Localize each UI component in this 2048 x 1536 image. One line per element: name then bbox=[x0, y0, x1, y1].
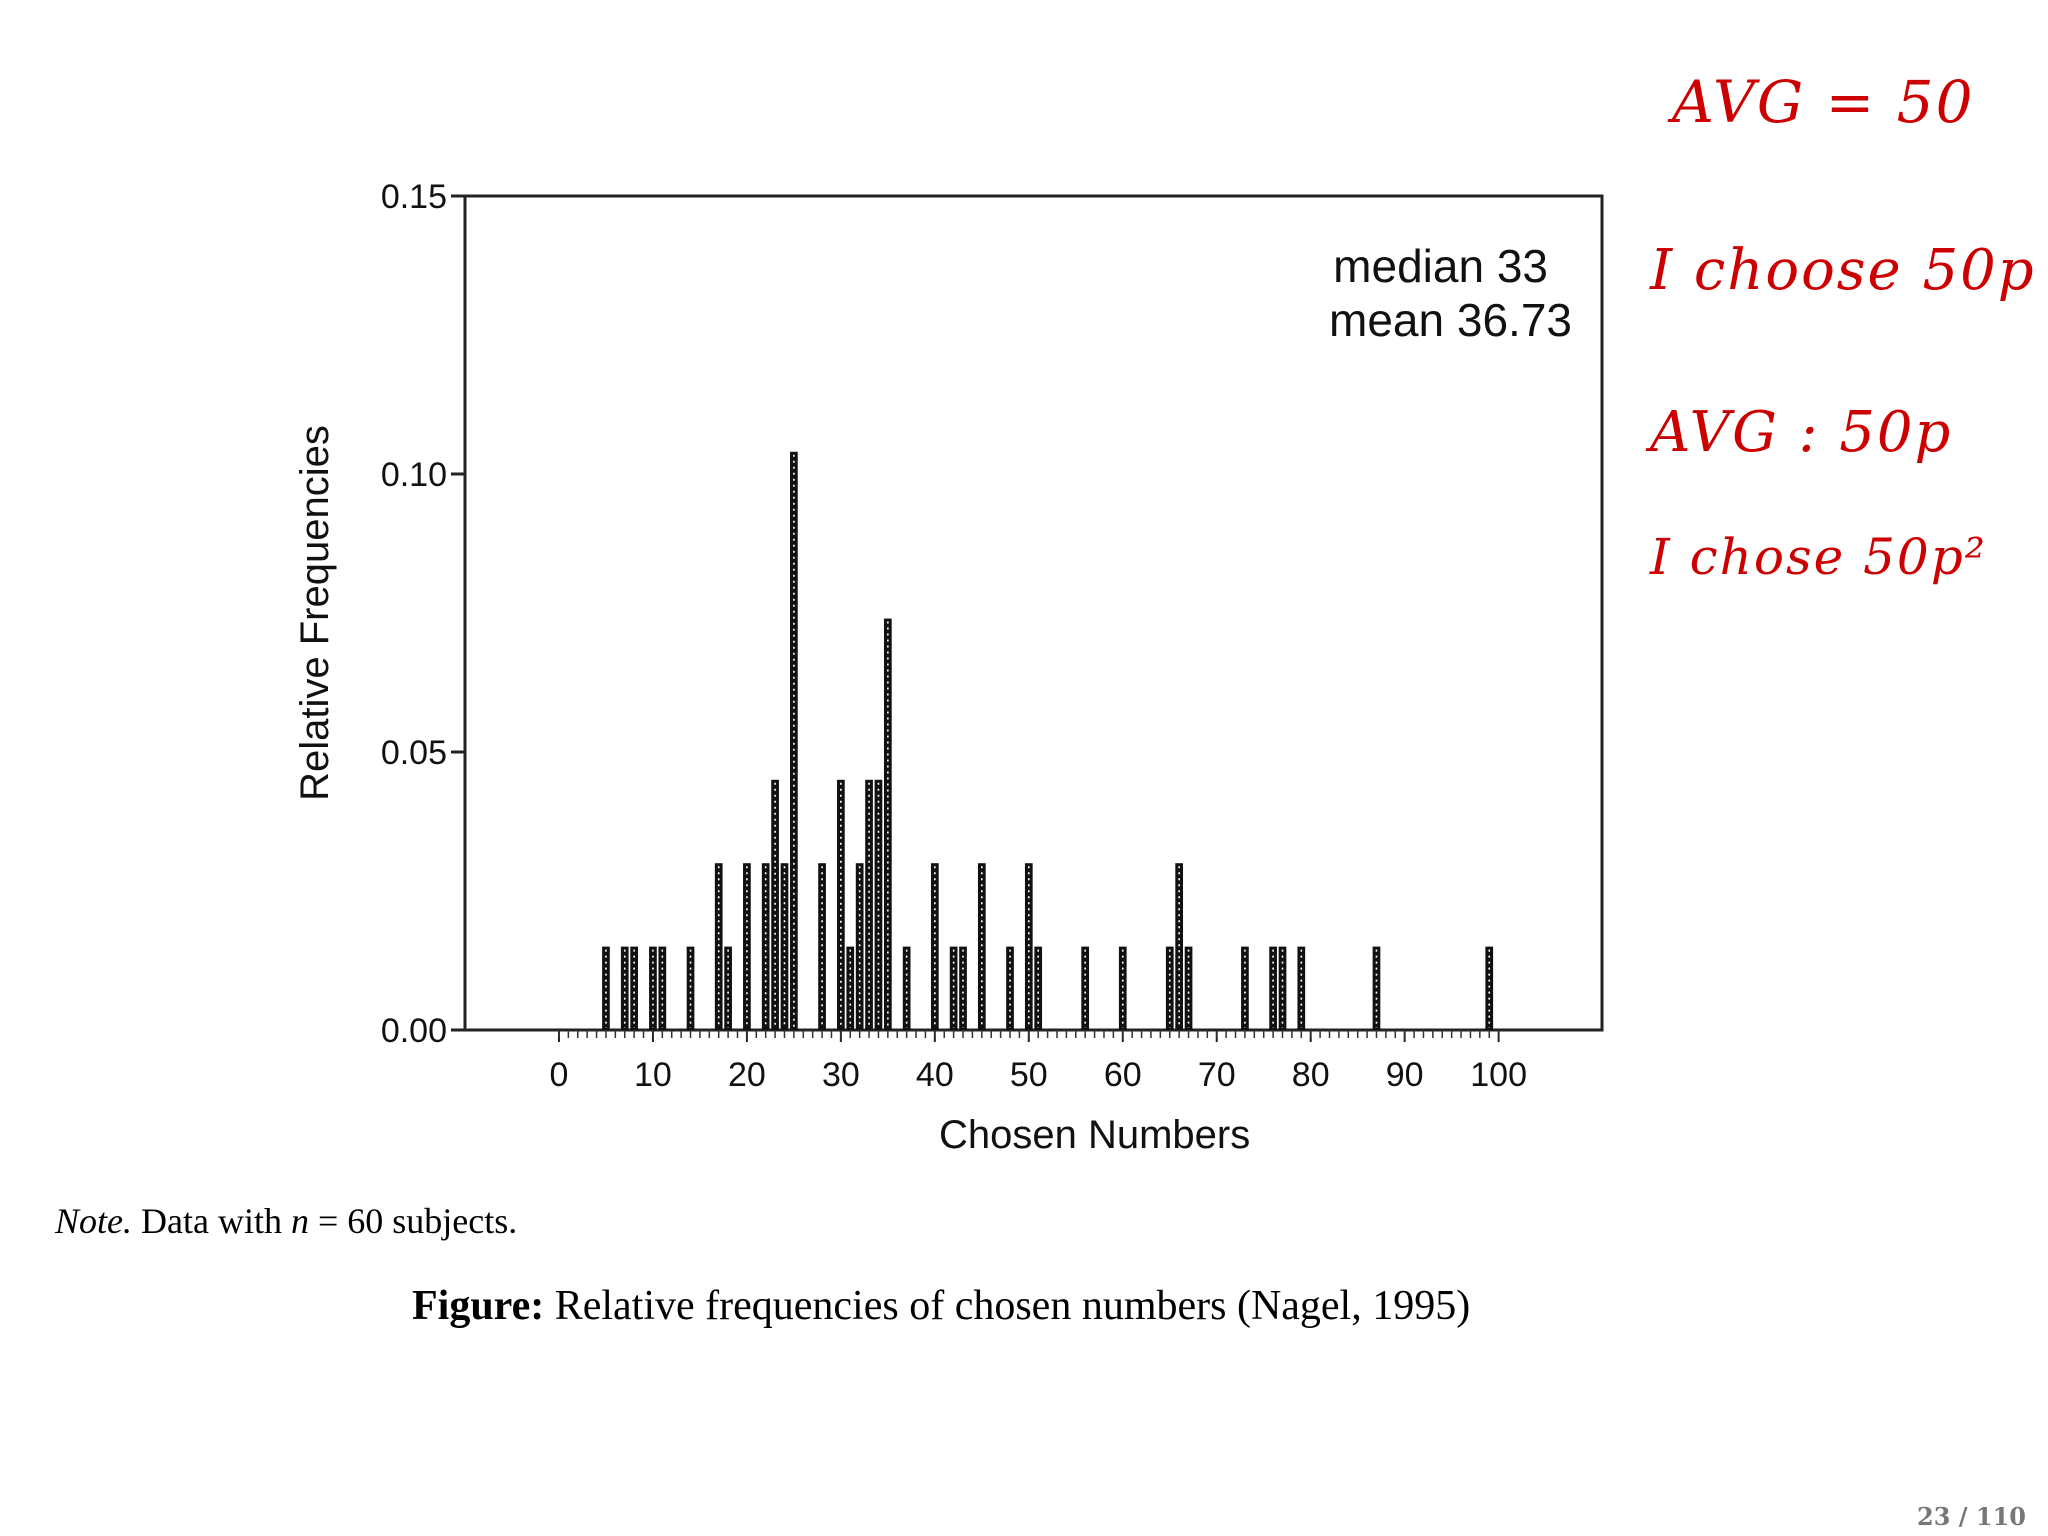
x-tick-label: 70 bbox=[1198, 1056, 1236, 1094]
bar-x-23 bbox=[771, 779, 779, 1030]
note-text-after: = 60 subjects. bbox=[308, 1201, 518, 1241]
bar-x-34 bbox=[874, 779, 883, 1030]
bar-x-10 bbox=[649, 946, 657, 1030]
y-axis-ticks: 0.00 0.05 0.10 0.15 bbox=[381, 178, 465, 1050]
caption-label: Figure: bbox=[412, 1283, 545, 1329]
y-tick-label: 0.10 bbox=[381, 456, 447, 494]
note-variable: n bbox=[290, 1201, 309, 1241]
bar-x-37 bbox=[902, 946, 911, 1030]
note-line: Note. Data with n = 60 subjects. bbox=[55, 1200, 517, 1242]
note-label: Note. bbox=[55, 1201, 132, 1241]
x-axis-ticks: 0 10 20 30 40 50 60 70 80 90 100 bbox=[550, 1030, 1527, 1094]
y-tick-label: 0.00 bbox=[381, 1012, 447, 1050]
bar-x-33 bbox=[865, 779, 873, 1030]
y-tick-label: 0.05 bbox=[381, 734, 447, 772]
x-tick-label: 100 bbox=[1470, 1056, 1527, 1094]
bar-x-14 bbox=[686, 946, 695, 1030]
bar-x-7 bbox=[620, 946, 629, 1030]
bar-x-35 bbox=[883, 618, 892, 1030]
x-tick-label: 10 bbox=[634, 1056, 672, 1094]
bar-x-66 bbox=[1175, 863, 1184, 1030]
plot-frame bbox=[463, 194, 1604, 1032]
x-tick-label: 40 bbox=[916, 1056, 954, 1094]
bar-x-65 bbox=[1165, 946, 1174, 1030]
bar-x-5 bbox=[602, 946, 610, 1030]
x-axis-minor-ticks bbox=[558, 1030, 1500, 1038]
handwritten-avg-50p: AVG : 50p bbox=[1650, 400, 1953, 465]
bar-x-43 bbox=[959, 946, 967, 1030]
page-number: 23 / 110 bbox=[1917, 1502, 2026, 1531]
x-tick-label: 90 bbox=[1386, 1056, 1424, 1094]
bar-series bbox=[602, 451, 1494, 1030]
x-tick-label: 60 bbox=[1104, 1056, 1142, 1094]
bar-x-11 bbox=[658, 946, 667, 1030]
bar-x-28 bbox=[818, 863, 826, 1030]
bar-x-18 bbox=[724, 946, 732, 1030]
x-tick-label: 30 bbox=[822, 1056, 860, 1094]
handwritten-choose-50p: I choose 50p bbox=[1650, 238, 2036, 303]
bar-x-20 bbox=[743, 863, 751, 1030]
x-axis-label: Chosen Numbers bbox=[939, 1113, 1250, 1157]
bar-x-45 bbox=[977, 863, 986, 1030]
median-annotation: median 33 bbox=[1333, 240, 1548, 292]
y-axis-label: Relative Frequencies bbox=[293, 425, 337, 801]
bar-x-25 bbox=[790, 451, 798, 1030]
bar-x-48 bbox=[1006, 946, 1014, 1030]
bar-x-60 bbox=[1118, 946, 1127, 1030]
bar-x-40 bbox=[930, 863, 939, 1030]
bar-x-22 bbox=[761, 863, 770, 1030]
bar-x-17 bbox=[714, 863, 723, 1030]
bar-x-30 bbox=[837, 779, 845, 1030]
caption-text: Relative frequencies of chosen numbers (… bbox=[544, 1283, 1471, 1329]
mean-annotation: mean 36.73 bbox=[1329, 294, 1572, 346]
bar-x-42 bbox=[949, 946, 958, 1030]
bar-x-79 bbox=[1297, 946, 1306, 1030]
x-tick-label: 20 bbox=[728, 1056, 766, 1094]
bar-x-76 bbox=[1269, 946, 1277, 1030]
bar-x-8 bbox=[630, 946, 638, 1030]
handwritten-avg-50: AVG = 50 bbox=[1672, 68, 1975, 136]
x-tick-label: 0 bbox=[550, 1056, 569, 1094]
bar-x-67 bbox=[1184, 946, 1193, 1030]
y-tick-label: 0.15 bbox=[381, 178, 447, 216]
x-tick-label: 80 bbox=[1292, 1056, 1330, 1094]
bar-x-50 bbox=[1024, 863, 1033, 1030]
bar-x-32 bbox=[855, 863, 864, 1030]
handwritten-chose-50p2: I chose 50p² bbox=[1650, 528, 1987, 586]
bar-x-73 bbox=[1241, 946, 1249, 1030]
bar-x-77 bbox=[1278, 946, 1287, 1030]
bar-x-31 bbox=[846, 946, 855, 1030]
bar-x-87 bbox=[1372, 946, 1381, 1030]
x-tick-label: 50 bbox=[1010, 1056, 1048, 1094]
bar-x-24 bbox=[780, 863, 789, 1030]
bar-x-56 bbox=[1081, 946, 1090, 1030]
bar-x-99 bbox=[1485, 946, 1494, 1030]
note-text-before: Data with bbox=[132, 1201, 291, 1241]
figure-caption: Figure: Relative frequencies of chosen n… bbox=[412, 1282, 1470, 1330]
bar-x-51 bbox=[1034, 946, 1043, 1030]
